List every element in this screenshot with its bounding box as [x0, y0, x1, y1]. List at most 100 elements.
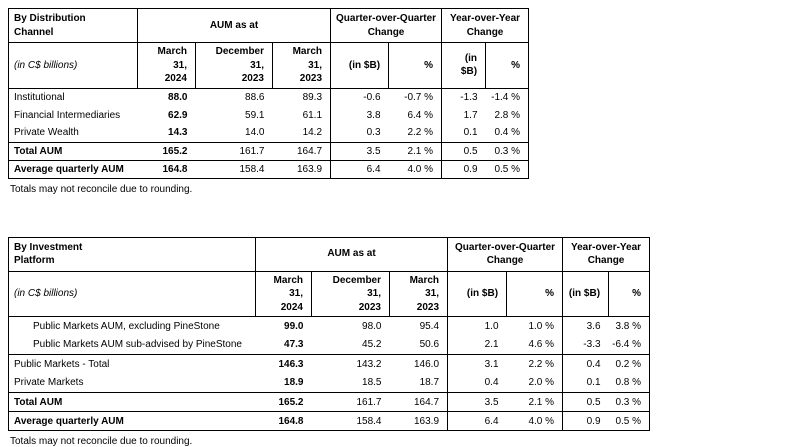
value-cell: 62.9 — [168, 109, 188, 121]
aum-as-at-header: AUM as at — [254, 236, 449, 272]
row-label-cell: Average quarterly AUM — [8, 159, 138, 178]
row-label-cell: Total AUM — [8, 392, 256, 412]
yoy-in-b-header: (in $B) — [441, 42, 487, 89]
rounding-footnote: Totals may not reconcile due to rounding… — [10, 436, 193, 447]
value-cell: 2.1 % — [506, 392, 563, 412]
table-header: By Investment Platform AUM as at Quarter… — [8, 236, 651, 317]
value-cell: 146.3 — [255, 354, 312, 374]
date-header-prior-quarter: December 31, 2023 — [195, 42, 273, 89]
value-cell: 1.7 — [441, 106, 486, 124]
value-cell: 3.8 — [330, 106, 389, 124]
value-cell: 158.4 — [311, 411, 390, 431]
value-cell: 99.0 — [284, 320, 304, 332]
qoq-percent-header: % — [388, 42, 443, 89]
row-label-cell: Total AUM — [8, 141, 138, 160]
distribution-channel-section: By Distribution Channel AUM as at Quarte… — [8, 8, 799, 195]
date-header-prior-quarter: December 31, 2023 — [311, 270, 390, 317]
value-cell: -6.4 % — [612, 339, 642, 351]
value-cell: 1.0 % — [528, 320, 555, 332]
table-header: By Distribution Channel AUM as at Quarte… — [8, 8, 530, 89]
table-title: By Investment Platform — [8, 236, 256, 272]
value-cell: 0.9 — [441, 159, 486, 178]
qoq-change-header: Quarter-over-Quarter Change — [447, 236, 564, 272]
unit-label: (in C$ billions) — [8, 270, 256, 317]
table-row: Institutional 88.0 88.6 89.3 -0.6 -0.7 % -1.3-… — [9, 88, 529, 106]
value-cell: 18.9 — [284, 377, 304, 389]
value-cell: 158.4 — [195, 159, 273, 178]
value-cell: 164.8 — [137, 159, 196, 178]
yoy-percent-header: % — [608, 270, 651, 317]
by-distribution-channel-table: By Distribution Channel AUM as at Quarte… — [8, 8, 530, 179]
yoy-percent-header: % — [485, 42, 530, 89]
qoq-percent-header: % — [506, 270, 564, 317]
table-row: Financial Intermediaries 62.9 59.1 61.1 3.8 6… — [9, 106, 529, 124]
table-row: Private Wealth 14.3 14.0 14.2 0.3 2.2 % 0.1 0.4… — [9, 124, 529, 142]
yoy-in-b-header: (in $B) — [562, 270, 610, 317]
table-row: Public Markets AUM sub-advised by PineSt… — [9, 335, 650, 355]
value-cell: 61.1 — [302, 109, 323, 121]
row-label-cell: Financial Intermediaries — [14, 109, 121, 121]
value-cell: 2.2 % — [407, 127, 434, 139]
date-header-current: March 31, 2024 — [137, 42, 196, 89]
table-row: Public Markets AUM, excluding PineStone 9… — [9, 316, 650, 336]
value-cell: 95.4 — [419, 320, 440, 332]
value-cell: 0.4 — [447, 373, 507, 393]
table-row: Average quarterly AUM 164.8 158.4 163.9 6.4 4… — [8, 159, 529, 178]
aum-as-at-header: AUM as at — [136, 8, 332, 43]
value-cell: 0.5 % — [485, 159, 529, 178]
value-cell: 3.8 % — [615, 320, 642, 332]
yoy-change-header: Year-over-Year Change — [562, 236, 651, 272]
value-cell: 45.2 — [362, 339, 382, 351]
value-cell: -1.4 % — [491, 91, 521, 103]
table-row: Total AUM 165.2 161.7 164.7 3.5 2.1 % 0.5 0.3 % — [8, 392, 650, 412]
value-cell: 2.0 % — [528, 377, 555, 389]
value-cell: 146.0 — [389, 354, 448, 374]
value-cell: 2.2 % — [506, 354, 563, 374]
value-cell: 165.2 — [255, 392, 312, 412]
value-cell: 0.1 — [562, 373, 609, 393]
value-cell: 0.9 — [562, 411, 609, 431]
table-row: Average quarterly AUM 164.8 158.4 163.9 6.4 4… — [8, 411, 650, 431]
date-header-current: March 31, 2024 — [255, 270, 312, 317]
qoq-in-b-header: (in $B) — [330, 42, 390, 89]
value-cell: 0.4 % — [494, 127, 521, 139]
date-header-prior-year: March 31, 2023 — [271, 42, 332, 89]
value-cell: 0.3 % — [485, 141, 529, 160]
table-body: Institutional 88.0 88.6 89.3 -0.6 -0.7 % -1.3-… — [8, 88, 529, 178]
investment-platform-section: By Investment Platform AUM as at Quarter… — [8, 236, 799, 447]
table-title: By Distribution Channel — [8, 8, 138, 43]
table-row: Public Markets - Total 146.3 143.2 146.0 3.1… — [8, 354, 650, 374]
value-cell: -3.3 — [562, 335, 609, 355]
value-cell: 163.9 — [272, 159, 331, 178]
value-cell: 14.0 — [245, 127, 265, 139]
table-row: Private Markets 18.9 18.5 18.7 0.4 2.0 % 0.1 0.… — [9, 373, 650, 393]
unit-label: (in C$ billions) — [8, 42, 138, 89]
value-cell: 4.0 % — [506, 411, 563, 431]
value-cell: 18.7 — [419, 377, 440, 389]
value-cell: 165.2 — [137, 141, 196, 160]
row-label-cell: Public Markets AUM, excluding PineStone — [33, 320, 220, 332]
value-cell: 0.3 % — [608, 392, 650, 412]
value-cell: 164.8 — [255, 411, 312, 431]
value-cell: 59.1 — [245, 109, 265, 121]
value-cell: 0.4 — [562, 354, 609, 374]
row-label-cell: Public Markets AUM sub-advised by PineSt… — [33, 339, 242, 351]
value-cell: 2.1 % — [388, 141, 442, 160]
value-cell: 0.2 % — [608, 354, 650, 374]
value-cell: 88.6 — [245, 91, 265, 103]
value-cell: 1.0 — [447, 316, 507, 336]
value-cell: 88.0 — [168, 91, 188, 103]
value-cell: 161.7 — [195, 141, 273, 160]
value-cell: 2.1 — [447, 335, 507, 355]
value-cell: -0.7 % — [404, 91, 434, 103]
value-cell: 98.0 — [362, 320, 382, 332]
value-cell: 0.8 % — [615, 377, 642, 389]
value-cell: 3.1 — [447, 354, 507, 374]
value-cell: 6.4 — [330, 159, 389, 178]
value-cell: 4.0 % — [388, 159, 442, 178]
rounding-footnote: Totals may not reconcile due to rounding… — [10, 183, 193, 195]
qoq-in-b-header: (in $B) — [447, 270, 508, 317]
value-cell: -0.6 — [330, 88, 389, 106]
value-cell: 0.5 — [441, 141, 486, 160]
